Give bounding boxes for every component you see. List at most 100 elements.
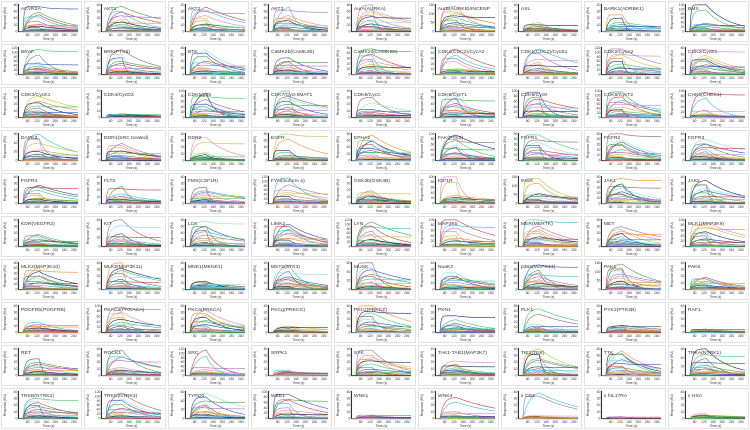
x-tick-label: 80 — [442, 76, 446, 80]
y-tick-label: 20 — [597, 148, 601, 152]
y-tick-label: 40 — [264, 347, 268, 351]
y-tick-label: 20 — [597, 403, 601, 407]
y-tick-label: 30 — [264, 311, 268, 315]
x-tick-label: 200 — [553, 291, 559, 295]
x-tick-label: 120 — [701, 162, 707, 166]
x-axis-label: Time (s) — [126, 80, 138, 84]
panel-title: TYRO3 — [188, 393, 205, 399]
panel-title: WNK4 — [438, 393, 453, 399]
sensorgram-series-line — [601, 238, 662, 247]
sensorgram-series-line — [684, 278, 745, 290]
x-tick-label: 120 — [284, 334, 290, 338]
y-tick-label: 20 — [680, 188, 684, 192]
y-tick-label: 60 — [514, 46, 518, 50]
x-tick-label: 120 — [534, 334, 540, 338]
x-tick-label: 240 — [562, 33, 568, 37]
x-axis-label: Time (s) — [459, 123, 471, 127]
sensorgram-series-line — [434, 104, 495, 118]
y-tick-label: 40 — [514, 3, 518, 7]
x-axis-label: Time (s) — [542, 252, 554, 256]
sensorgram-series-line — [268, 242, 329, 247]
sensorgram-series-line — [18, 111, 79, 118]
x-axis-label: Time (s) — [626, 381, 638, 385]
y-tick-label: 20 — [14, 317, 18, 321]
sensorgram-series-line — [434, 319, 495, 333]
x-tick-label: 280 — [738, 420, 744, 424]
y-tick-label: 0 — [349, 245, 351, 249]
sensorgram-series-line — [434, 22, 495, 32]
y-tick-label: 40 — [14, 266, 18, 270]
x-tick-label: 80 — [193, 334, 197, 338]
y-tick-label: 40 — [430, 148, 434, 152]
y-tick-label: 0 — [182, 417, 184, 421]
sensorgram-series-line — [684, 30, 745, 32]
sensorgram-series-line — [684, 159, 745, 161]
x-axis-label: Time (s) — [209, 166, 221, 170]
x-tick-label: 80 — [276, 33, 280, 37]
sensorgram-series-line — [268, 73, 329, 75]
sensorgram-series-line — [185, 195, 245, 204]
x-tick-label: 80 — [442, 162, 446, 166]
sensorgram-series-line — [434, 15, 495, 32]
y-tick-label: 20 — [680, 274, 684, 278]
sensorgram-series-line — [101, 11, 162, 32]
sensorgram-series-line — [18, 201, 79, 204]
panel-title: CDK5/p35 — [188, 92, 211, 98]
sensorgram-series-line — [601, 288, 662, 290]
sensorgram-series-line — [518, 264, 579, 290]
y-tick-label: 40 — [680, 132, 684, 136]
y-tick-label: 40 — [97, 3, 101, 7]
sensorgram-series-line — [101, 288, 162, 290]
y-tick-label: 100 — [595, 270, 601, 274]
sensorgram-series-line — [101, 67, 162, 75]
y-tick-label: 30 — [680, 311, 684, 315]
sensorgram-series-line — [101, 236, 162, 247]
x-tick-label: 200 — [719, 420, 725, 424]
y-tick-label: 30 — [597, 397, 601, 401]
sensorgram-series-line — [685, 57, 745, 75]
x-tick-label: 80 — [609, 76, 613, 80]
y-tick-label: 40 — [430, 347, 434, 351]
sensorgram-series-line — [18, 186, 78, 204]
y-tick-label: 0 — [15, 30, 17, 34]
x-tick-label: 200 — [636, 291, 642, 295]
y-tick-label: 40 — [14, 390, 18, 394]
sensorgram-series-line — [601, 198, 662, 204]
sensorgram-panel: 0 20 40 60 80 100 120 80 120 160 200 240 280 Time (s)… — [584, 87, 666, 128]
y-axis-label: Response (RU) — [3, 222, 7, 244]
y-tick-label: 40 — [430, 51, 434, 55]
x-tick-label: 200 — [219, 334, 225, 338]
y-tick-label: 0 — [682, 374, 684, 378]
sensorgram-series-line — [601, 244, 662, 247]
panel-title: AKT1 — [104, 6, 117, 12]
y-axis-label: Response (RU) — [336, 222, 340, 244]
sensorgram-series-line — [351, 374, 412, 376]
x-axis-label: Time (s) — [626, 37, 638, 41]
sensorgram-panel: 0 20 40 60 80 100 80 120 160 200 240 280 Time (s) Res… — [417, 173, 499, 214]
sensorgram-series-line — [184, 349, 245, 376]
x-tick-label: 200 — [636, 76, 642, 80]
y-tick-label: 150 — [428, 3, 434, 7]
sensorgram-series-line — [601, 116, 662, 118]
x-tick-label: 120 — [451, 33, 457, 37]
x-axis-label: Time (s) — [376, 123, 388, 127]
panel-title: NuaK2 — [438, 264, 454, 270]
sensorgram-panel: 0 10 20 30 40 80 120 160 200 240 280 Time (s) Respon… — [167, 173, 249, 214]
y-tick-label: 30 — [430, 397, 434, 401]
sensorgram-series-line — [101, 200, 162, 204]
x-tick-label: 280 — [654, 377, 660, 381]
sensorgram-series-line — [601, 417, 662, 419]
x-tick-label: 160 — [210, 334, 216, 338]
y-axis-label: Response (RU) — [3, 7, 7, 29]
x-tick-label: 80 — [109, 334, 113, 338]
sensorgram-series-line — [184, 373, 245, 376]
panel-title: WNK1 — [354, 393, 369, 399]
panel-title: EPHA2 — [354, 135, 371, 141]
y-tick-label: 10 — [180, 195, 184, 199]
y-axis-label: Response (RU) — [3, 179, 7, 201]
sensorgram-panel: 0 20 40 60 80 120 160 200 240 280 Time (s) Response… — [334, 259, 416, 300]
y-tick-label: 60 — [430, 96, 434, 100]
